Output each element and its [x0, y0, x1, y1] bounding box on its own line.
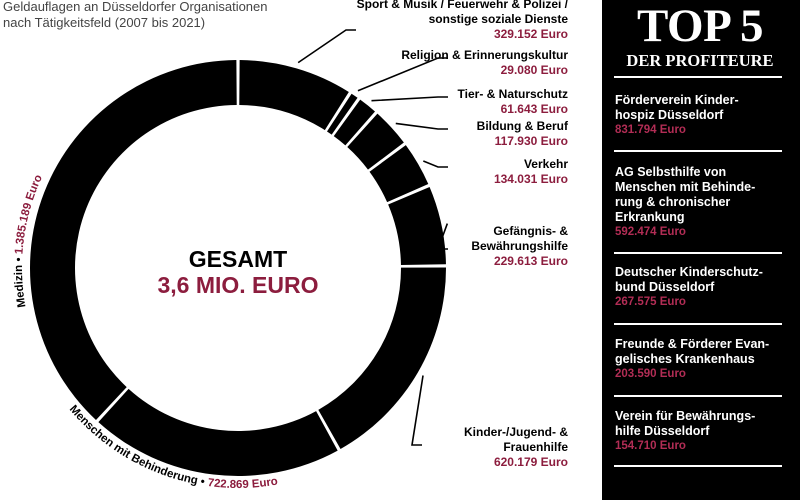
- center-value: 3,6 MIO. EURO: [157, 272, 318, 298]
- sidebar-subtitle: DER PROFITEURE: [626, 51, 774, 70]
- entry-value: 831.794 Euro: [615, 124, 686, 136]
- subtitle-line: Geldauflagen an Düsseldorfer Organisatio…: [3, 0, 268, 14]
- entry-value: 203.590 Euro: [615, 368, 686, 380]
- slice-name-label: Gefängnis- &: [493, 224, 568, 238]
- slice-value-label: 134.031 Euro: [494, 172, 568, 186]
- slice-name-label: Bildung & Beruf: [477, 119, 569, 133]
- entry-value: 154.710 Euro: [615, 440, 686, 452]
- sidebar-divider: [614, 252, 782, 254]
- entry-name-line: hilfe Düsseldorf: [615, 424, 710, 438]
- sidebar-divider: [614, 323, 782, 325]
- center-label: GESAMT: [189, 246, 287, 272]
- leader-line: [371, 96, 448, 102]
- slice-name-label: Verkehr: [524, 157, 568, 171]
- donut-slice: [388, 187, 446, 266]
- chart-subtitle: Geldauflagen an Düsseldorfer Organisatio…: [3, 0, 268, 30]
- slice-value-label: 61.643 Euro: [501, 102, 568, 116]
- entry-name-line: Deutscher Kinderschutz-: [615, 265, 763, 279]
- slice-name-label: Kinder-/Jugend- &: [464, 425, 568, 439]
- top5-entry: Verein für Bewährungs- hilfe Düsseldorf …: [615, 409, 785, 454]
- donut-slice: [369, 145, 429, 203]
- sidebar-divider: [614, 150, 782, 152]
- leader-line: [395, 122, 448, 130]
- top5-sidebar: TOP 5 DER PROFITEURE Förderverein Kinder…: [602, 0, 800, 500]
- leader-line: [357, 57, 448, 92]
- donut-slice: [333, 99, 375, 146]
- entry-name-line: hospiz Düsseldorf: [615, 108, 724, 122]
- donut-slices: [30, 60, 446, 476]
- leader-line: [411, 375, 424, 446]
- slice-value-label: 329.152 Euro: [494, 27, 568, 41]
- entry-name-line: bund Düsseldorf: [615, 280, 715, 294]
- entry-name-line: AG Selbsthilfe von: [615, 165, 727, 179]
- slice-name-label: Sport & Musik / Feuerwehr & Polizei /: [357, 0, 569, 11]
- subtitle-line: nach Tätigkeitsfeld (2007 bis 2021): [3, 14, 206, 30]
- leader-line: [436, 223, 449, 250]
- top5-entry: Freunde & Förderer Evan- gelisches Krank…: [615, 337, 785, 382]
- leader-lines: [297, 29, 449, 446]
- donut-chart: Sport & Musik / Feuerwehr & Polizei /son…: [13, 0, 569, 491]
- donut-slice: [30, 60, 237, 420]
- sidebar-divider: [614, 465, 782, 467]
- entry-name-line: rung & chronischer: [615, 195, 731, 209]
- slice-name-label: Frauenhilfe: [503, 440, 568, 454]
- donut-slice: [327, 93, 358, 135]
- entry-name-line: Freunde & Förderer Evan-: [615, 337, 770, 351]
- slice-name-label: Bewährungshilfe: [471, 239, 568, 253]
- top5-entry: Förderverein Kinder- hospiz Düsseldorf 8…: [615, 93, 785, 138]
- entry-value: 267.575 Euro: [615, 296, 686, 308]
- slice-name-label: Tier- & Naturschutz: [458, 87, 568, 101]
- entry-name-line: Menschen mit Behinde-: [615, 180, 756, 194]
- slice-labels: Sport & Musik / Feuerwehr & Polizei /son…: [13, 0, 569, 491]
- donut-slice: [318, 267, 446, 449]
- entry-value: 592.474 Euro: [615, 226, 686, 238]
- donut-slice: [347, 113, 404, 170]
- leader-line: [423, 160, 448, 168]
- donut-slice: [98, 388, 338, 476]
- entry-name-line: Förderverein Kinder-: [615, 93, 739, 107]
- entry-name-line: Verein für Bewährungs-: [615, 409, 756, 423]
- top5-entry: AG Selbsthilfe von Menschen mit Behinde-…: [615, 165, 785, 240]
- slice-value-label: 620.179 Euro: [494, 455, 568, 469]
- slice-value-label: 229.613 Euro: [494, 254, 568, 268]
- slice-value-label: 117.930 Euro: [495, 134, 568, 148]
- slice-name-label: sonstige soziale Dienste: [429, 12, 569, 26]
- sidebar-title: TOP 5: [637, 0, 763, 52]
- top5-entry: Deutscher Kinderschutz- bund Düsseldorf …: [615, 265, 785, 310]
- slice-value-label: 29.080 Euro: [501, 63, 568, 77]
- sidebar-divider: [614, 395, 782, 397]
- slice-name-label: Religion & Erinnerungskultur: [401, 48, 568, 62]
- donut-slice: [239, 60, 349, 131]
- sidebar-divider: [614, 76, 782, 78]
- entry-name-line: gelisches Krankenhaus: [615, 352, 755, 366]
- leader-line: [297, 29, 356, 64]
- entry-name-line: Erkrankung: [615, 210, 685, 224]
